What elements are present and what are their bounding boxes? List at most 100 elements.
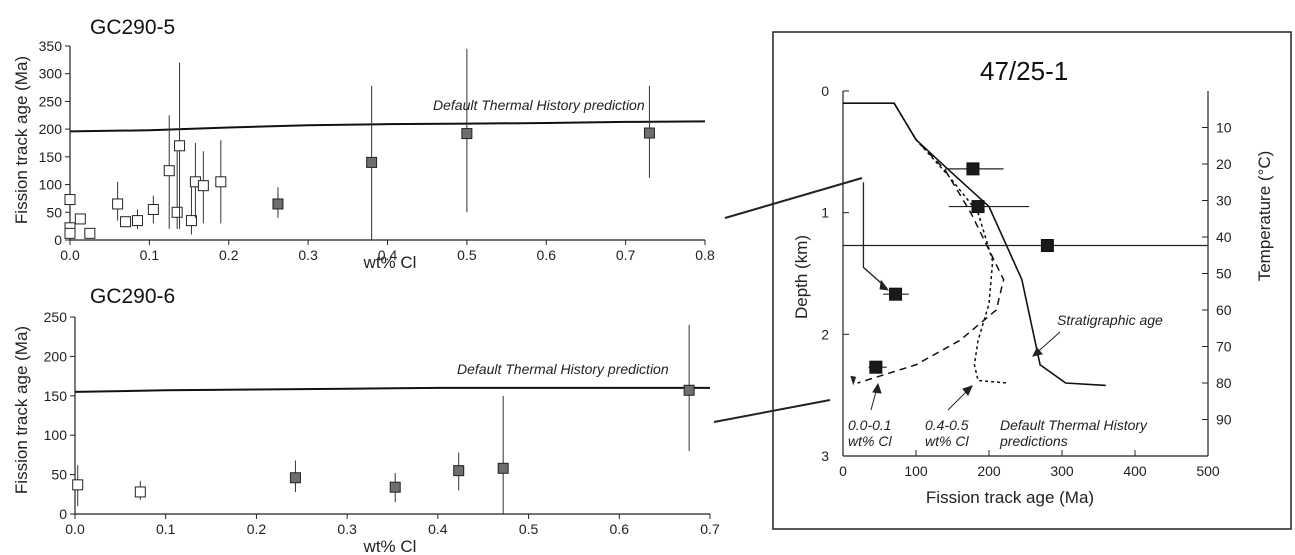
data-point-open	[197, 180, 209, 192]
y-tick-label: 100	[39, 177, 63, 193]
chart3-annot-2-line2: wt% Cl	[925, 433, 969, 449]
data-point	[971, 200, 985, 214]
data-point-open	[147, 204, 159, 216]
arrowhead-0.4-0.5	[962, 385, 973, 396]
x-tick-label: 0.6	[610, 521, 630, 537]
temp-tick-label: 60	[1216, 302, 1232, 318]
chart2-plot: 0 50 100 150 200 250 0.0 0.1 0.2 0.3 0.4 0.5 0.6 0.7	[44, 309, 720, 537]
x-tick-label: 0.4	[428, 521, 448, 537]
data-point-filled	[289, 472, 301, 484]
data-point-open	[112, 198, 124, 210]
data-point-open	[64, 227, 76, 239]
temp-tick-label: 90	[1216, 412, 1232, 428]
data-point-open	[64, 194, 76, 206]
temp-tick-label: 10	[1216, 120, 1232, 136]
x-tick-label: 0.2	[219, 247, 239, 263]
prediction-line	[74, 386, 710, 393]
data-point-open	[215, 176, 227, 188]
y-tick-label: 150	[44, 388, 68, 404]
chart3-title: 47/25-1	[980, 56, 1068, 86]
y-tick-label: 0	[59, 506, 67, 522]
data-point-open	[163, 165, 175, 177]
age-tick-label: 0	[839, 463, 847, 479]
y-tick-label: 50	[51, 467, 67, 483]
x-tick-label: 0.7	[616, 247, 636, 263]
arrowhead-0-0.1	[872, 382, 882, 394]
data-point-filled	[389, 481, 401, 493]
depth-tick-label: 3	[821, 448, 829, 464]
x-tick-label: 0.8	[695, 247, 715, 263]
x-tick-label: 0.5	[457, 247, 477, 263]
chart3-xlabel: Fission track age (Ma)	[926, 488, 1094, 507]
data-point-filled	[366, 156, 378, 168]
age-tick-label: 100	[904, 463, 928, 479]
x-tick-label: 0.7	[700, 521, 720, 537]
temp-tick-label: 30	[1216, 193, 1232, 209]
y-tick-label: 0	[54, 232, 62, 248]
chart3-annot-1-line1: 0.0-0.1	[848, 417, 892, 433]
x-tick-label: 0.1	[140, 247, 160, 263]
curve-solid	[843, 102, 1106, 387]
temp-tick-label: 20	[1216, 156, 1232, 172]
y-tick-label: 250	[39, 93, 63, 109]
chart2-title: GC290-6	[90, 285, 175, 308]
age-tick-label: 500	[1196, 463, 1220, 479]
age-tick-label: 200	[977, 463, 1001, 479]
chart2-line-label: Default Thermal History prediction	[457, 361, 669, 377]
chart3-annot-3-line1: Default Thermal History	[1000, 417, 1148, 433]
temp-tick-label: 40	[1216, 229, 1232, 245]
arrowhead	[850, 375, 857, 386]
x-tick-label: 0.4	[378, 247, 398, 263]
chart3-annot-2-line1: 0.4-0.5	[925, 417, 969, 433]
chart1-xlabel: wt% Cl	[363, 253, 417, 272]
curve-dotted	[893, 102, 1008, 384]
x-tick-label: 0.5	[519, 521, 539, 537]
y-tick-label: 200	[44, 348, 68, 364]
chart2-ylabel: Fission track age (Ma)	[12, 326, 31, 494]
depth-tick-label: 1	[821, 205, 829, 221]
data-point	[869, 360, 883, 374]
chart3-annot-1-line2: wt% Cl	[848, 433, 892, 449]
x-tick-label: 0.2	[247, 521, 267, 537]
chart3-ylabel: Depth (km)	[792, 235, 811, 319]
x-tick-label: 0.3	[298, 247, 318, 263]
x-tick-label: 0.1	[156, 521, 176, 537]
y-tick-label: 50	[46, 204, 62, 220]
x-tick-label: 0.0	[60, 247, 80, 263]
y-tick-label: 350	[39, 38, 63, 54]
data-point-open	[72, 479, 84, 491]
data-point-filled	[453, 465, 465, 477]
arrow-to-point	[862, 182, 888, 289]
chart1-title: GC290-5	[90, 16, 175, 39]
data-point-open	[74, 213, 86, 225]
temp-tick-label: 70	[1216, 339, 1232, 355]
chart3-annot-strat: Stratigraphic age	[1057, 312, 1163, 328]
prediction-line	[69, 120, 706, 133]
data-point	[966, 162, 980, 176]
data-point	[1040, 239, 1054, 253]
data-point-open	[120, 216, 132, 228]
age-tick-label: 300	[1050, 463, 1074, 479]
data-point-filled	[643, 127, 655, 139]
chart-gc290-6: GC290-6 Fission track age (Ma) wt% Cl De…	[12, 285, 720, 555]
chart3-plot: 0 1 2 3 10 20 30 40 50 60 70 80 90 0 100 200 300 400 500	[821, 83, 1232, 479]
data-point-open	[131, 215, 143, 227]
depth-tick-label: 0	[821, 83, 829, 99]
x-tick-label: 0.3	[337, 521, 357, 537]
y-tick-label: 300	[39, 66, 63, 82]
arrowhead	[879, 279, 889, 291]
temp-tick-label: 80	[1216, 375, 1232, 391]
data-point-filled	[461, 128, 473, 140]
chart2-xlabel: wt% Cl	[363, 537, 417, 555]
chart1-ylabel: Fission track age (Ma)	[12, 56, 31, 224]
data-point-filled	[497, 462, 509, 474]
y-tick-label: 200	[39, 121, 63, 137]
data-point-open	[84, 227, 96, 239]
curve-dashed	[857, 102, 1005, 384]
y-tick-label: 250	[44, 309, 68, 325]
age-tick-label: 400	[1123, 463, 1147, 479]
data-point-filled	[272, 198, 284, 210]
chart3-annot-3-line2: predictions	[999, 433, 1068, 449]
chart-gc290-5: GC290-5 Fission track age (Ma) wt% Cl De…	[12, 16, 715, 272]
